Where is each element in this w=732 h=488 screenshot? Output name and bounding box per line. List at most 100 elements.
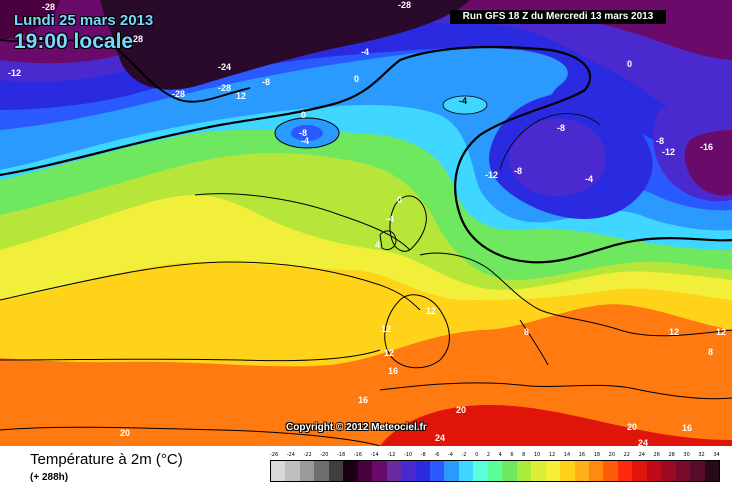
- legend-tick: -26: [270, 452, 279, 458]
- model-run-label: Run GFS 18 Z du Mercredi 13 mars 2013: [450, 10, 666, 24]
- temperature-map: -28 -28 -28 -12 -24 -28 -28 12 -8 -4 0 -…: [0, 0, 732, 446]
- coast-uk: [389, 195, 427, 252]
- label-zero-uk: 0: [397, 195, 402, 205]
- legend-tick: 4: [498, 452, 502, 458]
- legend-tick: -18: [337, 452, 346, 458]
- legend-tick: 32: [698, 452, 705, 458]
- legend-swatch: [661, 461, 676, 481]
- legend-tick: -14: [370, 452, 379, 458]
- legend-swatch: [617, 461, 633, 481]
- legend-tick: -8: [420, 452, 426, 458]
- isotherm-12: [0, 261, 421, 311]
- label-24-right: 24: [638, 438, 648, 446]
- label-12-iberia: 12: [384, 348, 394, 358]
- legend-swatch: [299, 461, 315, 481]
- copyright-notice: Copyright © 2012 Meteociel.fr: [286, 422, 427, 433]
- isotherm-zero: [0, 45, 732, 264]
- label-zero-top: 0: [354, 74, 359, 84]
- legend-tick: 30: [683, 452, 690, 458]
- label-neg4-atlantic: -4: [459, 96, 467, 106]
- legend-swatch: [502, 461, 517, 481]
- legend-tick: -2: [461, 452, 467, 458]
- legend-swatch: [314, 461, 329, 481]
- legend-swatch: [444, 461, 459, 481]
- label-neg12-norway: -12: [485, 170, 498, 180]
- label-neg8-russia: -8: [656, 136, 664, 146]
- legend-swatch: [415, 461, 430, 481]
- label-neg16-russia: -16: [700, 142, 713, 152]
- label-neg8-island: -8: [299, 128, 307, 138]
- label-20-right: 20: [627, 422, 637, 432]
- label-neg8-center: -8: [262, 77, 270, 87]
- isotherm-labels: -28 -28 -28 -12 -24 -28 -28 12 -8 -4 0 -…: [8, 0, 726, 446]
- label-24-africa: 24: [435, 433, 445, 443]
- label-neg28-left: -28: [130, 34, 143, 44]
- coast-africa: [379, 382, 732, 400]
- label-12-balkans: 12: [669, 327, 679, 337]
- legend-swatch: [328, 461, 344, 481]
- legend-tick: 16: [578, 452, 586, 458]
- legend-tick: -10: [404, 452, 413, 458]
- legend-swatch: [574, 461, 589, 481]
- legend-swatch: [704, 461, 720, 481]
- polar-core: [100, 0, 470, 90]
- label-16-iberia: 16: [388, 366, 398, 376]
- legend-tick: -4: [447, 452, 453, 458]
- label-neg24: -24: [218, 62, 231, 72]
- cold-pool-core: [509, 118, 606, 197]
- legend-tick: 12: [548, 452, 556, 458]
- legend-swatch: [429, 461, 445, 481]
- legend-tick: 34: [713, 452, 720, 458]
- label-neg28-center: -28: [218, 83, 231, 93]
- label-neg12-left: -12: [8, 68, 21, 78]
- forecast-date: Lundi 25 mars 2013: [14, 12, 154, 29]
- legend-tick: 2: [486, 452, 491, 458]
- legend-tick: 10: [533, 452, 541, 458]
- isotherm-8: [194, 193, 411, 251]
- label-20-africa: 20: [456, 405, 466, 415]
- legend-tick: -24: [286, 452, 295, 458]
- label-neg8-scand: -8: [557, 123, 565, 133]
- legend-tick: 8: [522, 452, 526, 458]
- legend-tick: 14: [563, 452, 571, 458]
- forecast-time: 19:00 locale: [14, 30, 134, 53]
- coast-scandinavia: [499, 113, 601, 171]
- legend-swatch: [285, 461, 300, 481]
- legend-tick: -16: [353, 452, 362, 458]
- label-12-turkey: 12: [716, 327, 726, 337]
- legend-tick: 6: [510, 452, 514, 458]
- legend-swatch: [675, 461, 691, 481]
- label-20-left: 20: [120, 428, 130, 438]
- isotherm-16: [0, 349, 381, 362]
- legend-tick: 28: [668, 452, 675, 458]
- variable-title: Température à 2m (°C): [30, 451, 183, 468]
- polar-core-west: [0, 0, 60, 40]
- label-neg4-uk: -4: [386, 214, 394, 224]
- label-neg28-mid: -28: [172, 89, 185, 99]
- legend-tick: -6: [434, 452, 440, 458]
- label-neg8-norway: -8: [514, 166, 522, 176]
- label-4-ireland: 4: [375, 240, 380, 250]
- legend-tick: 18: [593, 452, 601, 458]
- legend-tick: -20: [320, 452, 329, 458]
- label-16-right: 16: [682, 423, 692, 433]
- coast-iberia: [384, 294, 450, 369]
- legend-swatch: [401, 461, 416, 481]
- temperature-legend: -26 -24 -22 -20 -18 -16 -14 -12 -10 -8 -6 -4 -2 0 2 4 6 8…: [270, 452, 720, 482]
- map-canvas: -28 -28 -28 -12 -24 -28 -28 12 -8 -4 0 -…: [0, 0, 732, 446]
- legend-swatch: [386, 461, 402, 481]
- legend-swatch: [473, 461, 488, 481]
- label-8-turkey: 8: [708, 347, 713, 357]
- coast-italy: [519, 319, 549, 366]
- legend-tick: 26: [653, 452, 660, 458]
- warm-spot-atlantic: [442, 95, 488, 115]
- hot-africa: [380, 405, 732, 446]
- legend-swatch: [372, 461, 387, 481]
- coast-europe: [419, 252, 732, 337]
- label-16-atlantic: 16: [358, 395, 368, 405]
- legend-swatch: [487, 461, 503, 481]
- legend-swatch: [545, 461, 561, 481]
- label-neg28-top: -28: [42, 2, 55, 12]
- coast-ireland: [379, 230, 397, 251]
- legend-color-bar: [270, 460, 720, 482]
